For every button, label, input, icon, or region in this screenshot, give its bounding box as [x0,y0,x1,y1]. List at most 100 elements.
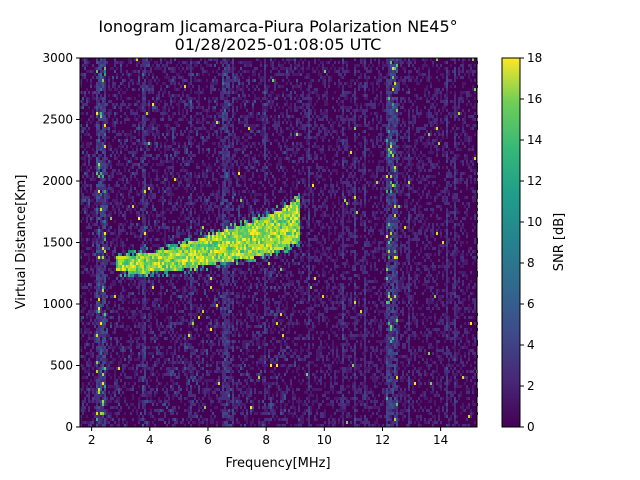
heat-cell [114,121,116,124]
heat-cell [212,85,214,88]
heat-cell [224,79,226,82]
heat-cell [84,343,86,346]
heat-cell [156,364,158,367]
heat-cell [154,109,156,112]
heat-cell [130,223,132,226]
heat-cell [120,259,122,262]
heat-cell [90,268,92,271]
heat-cell [86,208,88,211]
heat-cell [194,250,196,253]
heat-cell [126,238,128,241]
heat-cell [198,118,200,121]
heat-cell [220,232,222,235]
heat-cell [116,73,118,76]
heat-cell [194,79,196,82]
heat-cell [148,79,150,82]
heat-cell [190,67,192,70]
heat-cell [134,226,136,229]
heat-cell [96,292,98,295]
heat-cell [96,358,98,361]
heat-cell [190,151,192,154]
heat-cell [104,115,106,118]
heat-cell [138,139,140,142]
heat-cell [170,127,172,130]
heat-cell [124,268,126,271]
heat-cell [84,154,86,157]
heat-cell [146,361,148,364]
heat-cell [186,262,188,265]
heat-cell [206,154,208,157]
heat-cell [124,133,126,136]
heat-cell [120,187,122,190]
heat-cell [216,232,218,235]
heat-cell [96,163,98,166]
heat-cell [124,328,126,331]
heat-cell [150,91,152,94]
heat-cell [132,367,134,370]
heat-cell [190,310,192,313]
heat-cell [206,421,208,424]
heat-cell [96,223,98,226]
heat-cell [86,247,88,250]
heat-cell [92,175,94,178]
heat-cell [116,172,118,175]
heat-cell [96,403,98,406]
heat-cell [132,331,134,334]
heat-cell [206,340,208,343]
heat-cell [90,265,92,268]
heat-cell [102,394,104,397]
heat-cell [224,139,226,142]
heat-cell [178,346,180,349]
heat-cell [232,172,234,175]
heat-cell [216,364,218,367]
heat-cell [136,214,138,217]
heat-cell [224,283,226,286]
heat-cell [88,226,90,229]
heat-cell [170,328,172,331]
heat-cell [136,112,138,115]
heat-cell [102,115,104,118]
heat-cell [190,79,192,82]
heat-cell [100,67,102,70]
heat-cell [80,136,82,139]
heat-cell [218,121,220,124]
heat-cell [104,370,106,373]
heat-cell [158,307,160,310]
heat-cell [98,247,100,250]
heat-cell [142,142,144,145]
heat-cell [212,277,214,280]
heat-cell [214,202,216,205]
heat-cell [122,265,124,268]
heat-cell [80,112,82,115]
heat-cell [224,406,226,409]
heat-cell [112,106,114,109]
heat-cell [154,100,156,103]
heat-cell [196,370,198,373]
heat-cell [176,418,178,421]
heat-cell [80,199,82,202]
heat-cell [192,136,194,139]
heat-cell [188,265,190,268]
heat-cell [222,127,224,130]
heat-cell [206,244,208,247]
heat-cell [154,61,156,64]
heat-cell [96,259,98,262]
heat-cell [132,418,134,421]
heat-cell [120,244,122,247]
heat-cell [126,424,128,427]
heat-cell [150,283,152,286]
heat-cell [90,115,92,118]
heat-cell [174,310,176,313]
heat-cell [230,418,232,421]
heat-cell [116,415,118,418]
heat-cell [214,178,216,181]
heat-cell [220,394,222,397]
heat-cell [136,235,138,238]
heat-cell [206,280,208,283]
heat-cell [172,247,174,250]
heat-cell [224,382,226,385]
heat-cell [88,175,90,178]
heat-cell [150,367,152,370]
heat-cell [228,103,230,106]
heat-cell [98,73,100,76]
